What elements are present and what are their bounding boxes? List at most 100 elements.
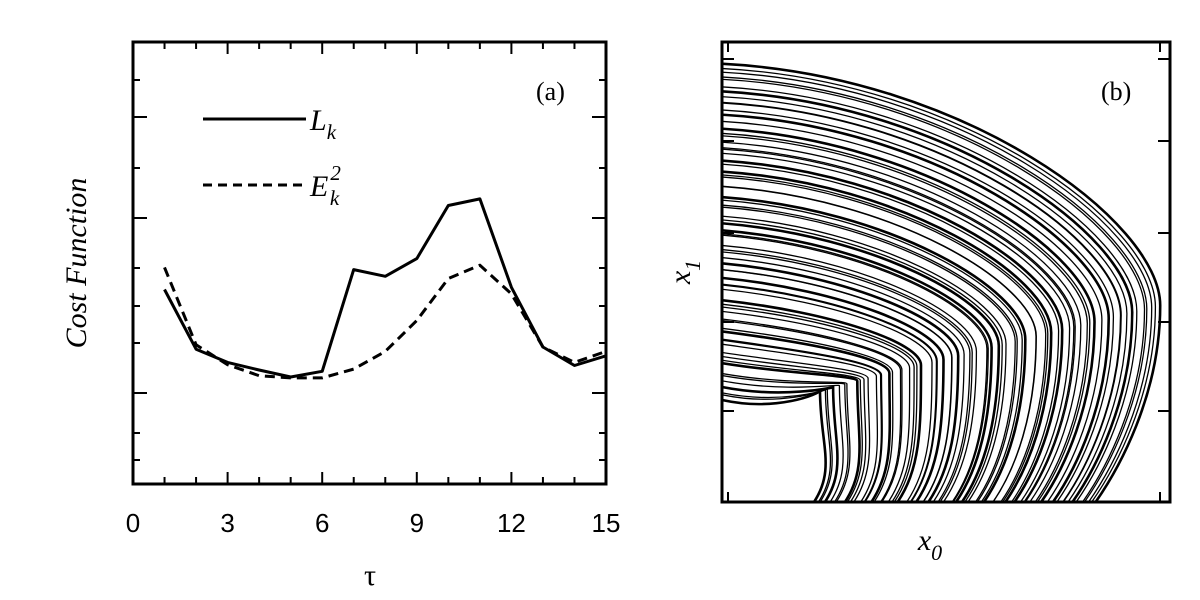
trajectory-arc (723, 195, 1027, 502)
legend-label-l-k-subscript: k (327, 120, 337, 144)
panel-b-label: (b) (1101, 77, 1131, 106)
panel-a: 0 3 6 9 12 15 (a) Cost Function τ Lk E2 k (60, 40, 621, 592)
trajectory-arc (723, 62, 1162, 502)
trajectory-arc (723, 101, 1122, 502)
trajectory-arc (723, 244, 978, 502)
trajectory-arc (723, 96, 1128, 502)
x-tick-label: 6 (315, 508, 329, 538)
x-tick-label: 3 (220, 508, 234, 538)
panel-b-x-axis-label-main: x (917, 524, 932, 557)
panel-b-frame (720, 40, 1172, 504)
trajectory-arc (723, 284, 938, 502)
trajectory-arc (723, 359, 863, 502)
trajectory-arc (723, 215, 1007, 502)
trajectory-arc (723, 174, 1049, 502)
trajectory-arc (723, 251, 971, 502)
trajectory-arc (723, 375, 849, 502)
trajectory-arc (723, 249, 973, 502)
series-e-k-squared-line (163, 263, 607, 380)
legend-label-l-k-main: L (309, 104, 327, 137)
trajectory-arc (723, 388, 832, 502)
legend-label-e-k-main: E (309, 170, 328, 203)
x-tick-label: 12 (497, 508, 526, 538)
trajectory-arc (723, 127, 1096, 502)
panel-b-x-axis-label-subscript: 0 (931, 540, 942, 565)
trajectory-arc (723, 229, 993, 502)
trajectory-arc (723, 351, 871, 502)
trajectory-arc (723, 185, 1037, 502)
trajectory-arc (723, 113, 1111, 502)
trajectory-arc (723, 199, 1023, 502)
panel-a-frame (131, 40, 608, 486)
legend-label-e-k-squared: E2 k (309, 161, 341, 210)
trajectory-arc (723, 355, 867, 502)
trajectory-arc (723, 152, 1071, 502)
trajectory-arc (723, 206, 1016, 502)
trajectory-arc (723, 102, 1122, 502)
trajectory-arc (723, 303, 918, 502)
trajectory-arc (723, 327, 894, 502)
trajectory-arc (723, 299, 923, 502)
series-l-k-line (163, 197, 607, 379)
trajectory-arc (723, 234, 988, 502)
trajectory-arc (723, 120, 1103, 502)
trajectory-arc (723, 147, 1076, 502)
panel-b-y-axis-label: x1 (664, 260, 705, 285)
panel-b-y-axis-label-main: x (664, 270, 697, 285)
trajectory-arc (723, 385, 839, 502)
trajectory-arc (723, 389, 827, 502)
legend-label-l-k: Lk (309, 104, 337, 144)
trajectory-arc (723, 262, 960, 502)
trajectory-arc (723, 257, 965, 502)
trajectory-arc (723, 338, 883, 502)
x-tick-label: 9 (410, 508, 424, 538)
panel-a-y-axis-label: Cost Function (60, 178, 93, 349)
trajectory-arc (723, 159, 1064, 502)
trajectory-arc (723, 78, 1146, 502)
trajectory-arc (723, 76, 1148, 502)
legend-label-e-k-superscript: 2 (330, 161, 341, 185)
trajectory-arc (723, 306, 915, 502)
trajectory-arc (723, 204, 1018, 502)
panel-a-legend: Lk E2 k (203, 104, 341, 210)
panel-b-trajectory (723, 62, 1162, 502)
trajectory-arc (723, 148, 1075, 502)
trajectory-arc (723, 233, 989, 502)
panel-a-series (163, 197, 607, 380)
trajectory-arc (723, 132, 1091, 502)
trajectory-arc (723, 90, 1134, 502)
trajectory-arc (723, 135, 1088, 502)
trajectory-arc (723, 339, 883, 502)
panel-a-ticks (132, 42, 607, 484)
trajectory-arc (723, 86, 1138, 502)
trajectory-arc (723, 276, 945, 502)
trajectory-arc (723, 219, 1003, 502)
panel-a-x-axis-label: τ (364, 559, 376, 592)
trajectory-arc (723, 380, 844, 502)
trajectory-arc (723, 310, 911, 502)
trajectory-arc (723, 269, 953, 502)
trajectory-arc (723, 170, 1053, 502)
trajectory-arc (723, 343, 879, 502)
trajectory-arc (723, 222, 1001, 502)
trajectory-arc (723, 330, 892, 502)
trajectory-arc (723, 361, 861, 502)
trajectory-arc (723, 373, 851, 502)
panel-b-x-axis-label: x0 (917, 524, 942, 565)
trajectory-arc (723, 71, 1153, 502)
panel-b: (b) x0 x1 (664, 40, 1172, 565)
trajectory-arc (723, 67, 1157, 502)
panel-a-label: (a) (536, 77, 565, 106)
panel-a-x-tick-labels: 0 3 6 9 12 15 (126, 508, 621, 538)
panel-b-ticks (722, 42, 1170, 502)
trajectory-arc (723, 163, 1060, 502)
trajectory-arc (723, 176, 1047, 502)
x-tick-label: 0 (126, 508, 140, 538)
trajectory-arc (723, 109, 1115, 502)
legend-label-e-k-subscript: k (330, 186, 340, 210)
trajectory-arc (723, 318, 903, 502)
trajectory-arc (723, 141, 1082, 502)
panel-b-y-axis-label-subscript: 1 (680, 260, 705, 271)
trajectory-arc (723, 288, 933, 502)
